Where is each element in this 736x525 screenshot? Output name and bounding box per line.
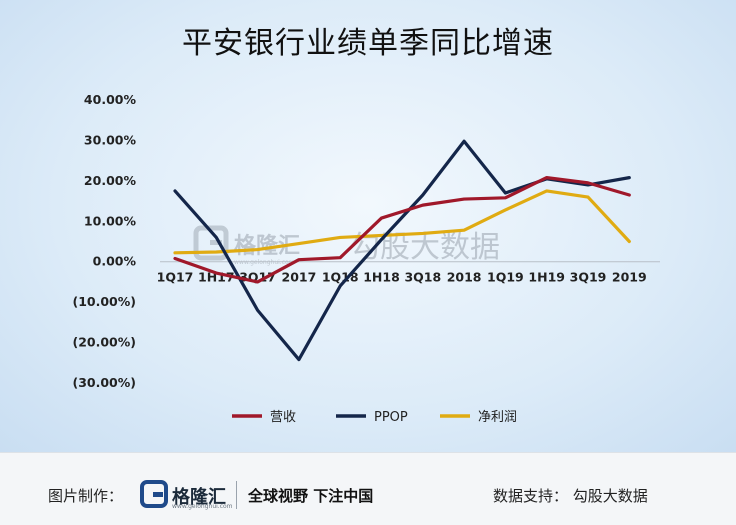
- series-lines: [173, 139, 631, 362]
- y-axis: 40.00% 30.00% 20.00% 10.00% 0.00% (10.00%) (20…: [73, 92, 137, 390]
- x-tick-label: 2018: [447, 270, 482, 285]
- legend: 营收 PPOP 净利润: [232, 410, 517, 425]
- legend-label: 营收: [270, 410, 296, 425]
- series-line-1: [173, 176, 631, 284]
- x-tick-label: 1H18: [363, 270, 400, 285]
- y-tick-label: (20.00%): [73, 335, 137, 350]
- footer-support: 数据支持： 勾股大数据: [493, 487, 648, 505]
- y-tick-label: 40.00%: [84, 92, 137, 107]
- y-tick-label: 20.00%: [84, 173, 137, 188]
- watermark-logo-icon: [193, 225, 229, 261]
- y-tick-label: 30.00%: [84, 132, 137, 147]
- y-tick-label: (10.00%): [73, 294, 137, 309]
- line-chart: 格隆汇 www.gelonghui.com 勾股大数据 40.00% 30.00%…: [73, 92, 660, 425]
- footer-domain: www.gelonghui.com: [172, 503, 233, 510]
- watermark-domain: www.gelonghui.com: [234, 259, 295, 266]
- x-tick-label: 2017: [282, 270, 317, 285]
- x-axis: 1Q17 1H17 3Q17 2017 1Q18 1H18 3Q18 2018 1Q19 1H19…: [157, 261, 660, 285]
- chart-card: 平安银行业绩单季同比增速 格隆汇 www.gelonghui.com 勾股大数据…: [0, 0, 736, 452]
- x-tick-label: 1Q17: [157, 270, 194, 285]
- y-tick-label: 10.00%: [84, 213, 137, 228]
- y-tick-label: 0.00%: [93, 254, 137, 269]
- footer-credit: 图片制作：: [48, 487, 124, 505]
- footer-bar: 图片制作： 格隆汇 www.gelonghui.com 全球视野 下注中国 数据…: [0, 452, 736, 525]
- legend-label: 净利润: [478, 410, 517, 425]
- legend-label: PPOP: [374, 410, 408, 425]
- x-tick-label: 1H19: [528, 270, 565, 285]
- footer-divider: [236, 481, 237, 509]
- x-tick-label: 3Q18: [404, 270, 441, 285]
- footer-brand: 格隆汇: [172, 487, 226, 508]
- x-tick-label: 3Q19: [570, 270, 607, 285]
- x-tick-label: 2019: [612, 270, 647, 285]
- x-tick-label: 1Q19: [487, 270, 524, 285]
- watermark: 格隆汇 www.gelonghui.com 勾股大数据: [193, 225, 500, 266]
- series-line-3: [173, 189, 631, 255]
- y-tick-label: (30.00%): [73, 375, 137, 390]
- footer-slogan: 全球视野 下注中国: [248, 487, 374, 505]
- gelonghui-logo-icon: [140, 480, 168, 508]
- chart-title: 平安银行业绩单季同比增速: [182, 26, 554, 61]
